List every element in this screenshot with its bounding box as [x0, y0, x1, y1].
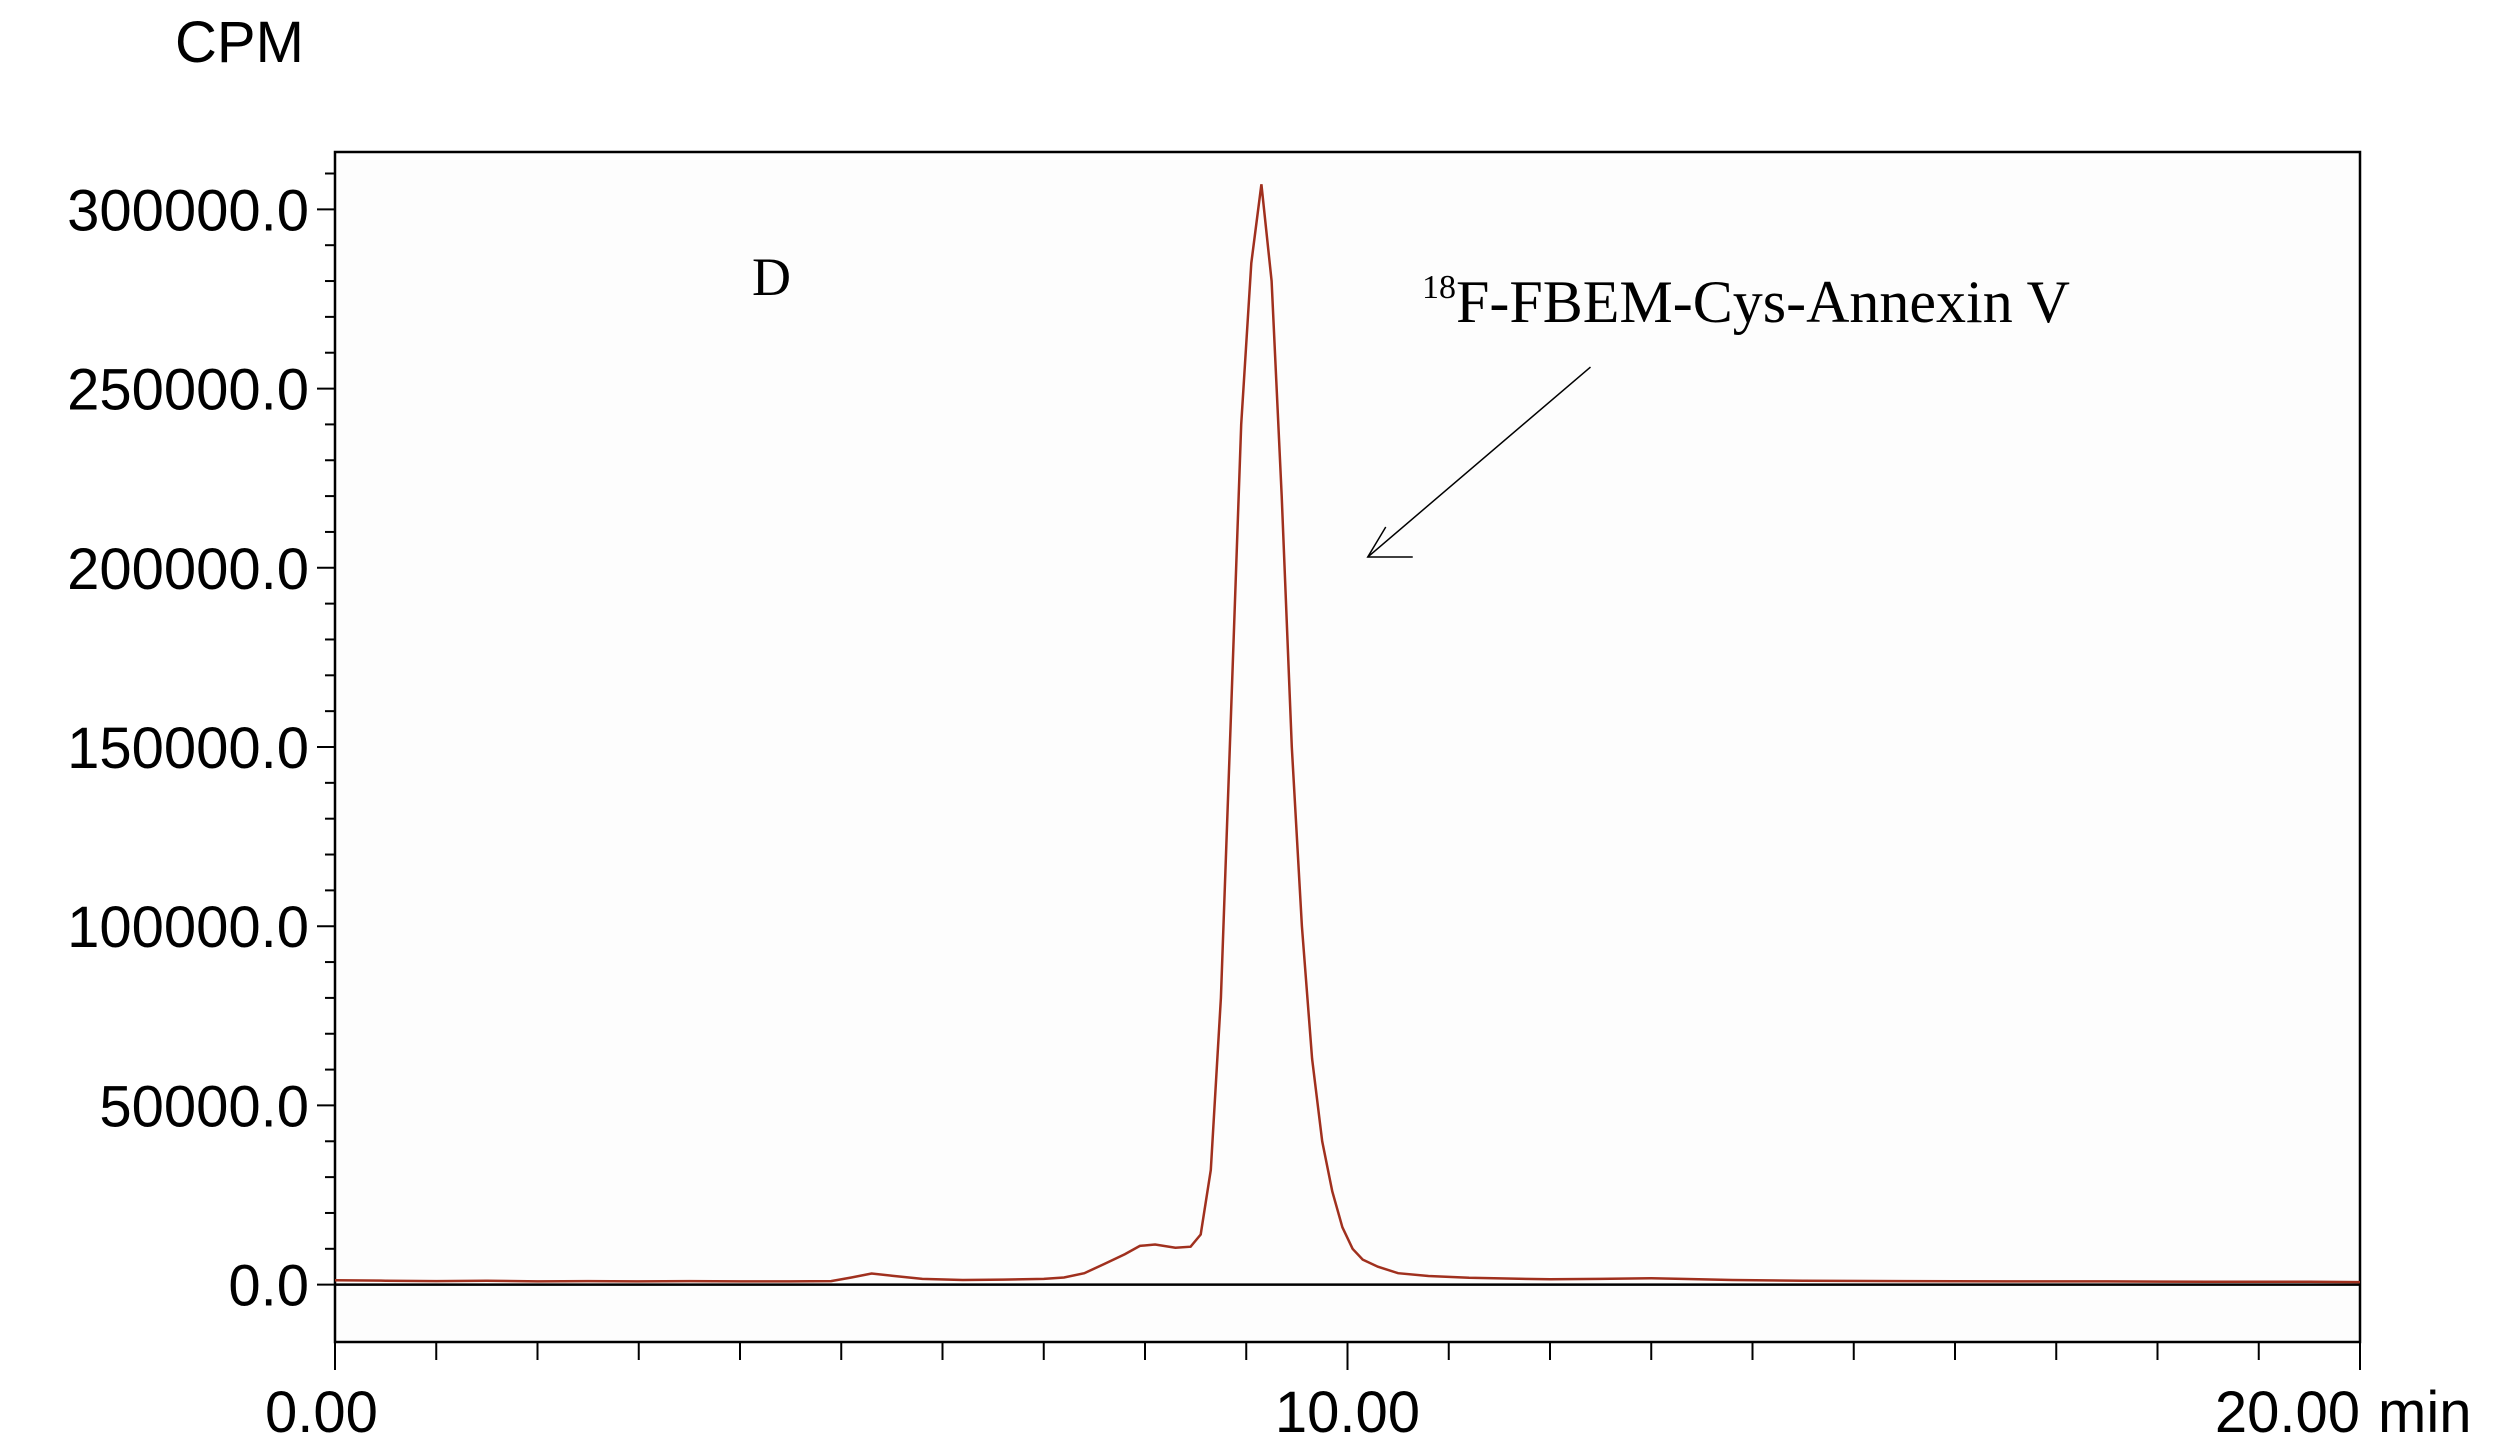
y-tick-label: 200000.0 [67, 537, 309, 602]
plot-area [333, 150, 2362, 1344]
x-tick-label: 0.00 [265, 1380, 378, 1445]
annotation-arrow [1366, 366, 1591, 558]
y-axis-ticks: 0.0 50000.0 100000.0 150000.0 200000.0 250000… [67, 172, 335, 1319]
annotation-text: F-FBEM-Cys-Annexin V [1456, 269, 2070, 335]
y-tick-label: 300000.0 [67, 178, 309, 243]
y-axis-label: CPM [175, 10, 304, 75]
y-tick-label: 150000.0 [67, 716, 309, 781]
arrow-shaft [1367, 366, 1591, 558]
y-tick-label: 50000.0 [99, 1074, 309, 1139]
peak-annotation: 18F-FBEM-Cys-Annexin V [1422, 269, 2070, 335]
x-axis-ticks: 0.00 10.00 20.00 [265, 1342, 2361, 1445]
annotation-superscript: 18 [1422, 269, 1456, 306]
arrow-head [1366, 526, 1413, 558]
x-tick-label: 20.00 [2215, 1380, 2360, 1445]
y-tick-label: 100000.0 [67, 895, 309, 960]
x-tick-label: 10.00 [1275, 1380, 1420, 1445]
y-tick-label: 250000.0 [67, 358, 309, 423]
y-tick-label: 0.0 [228, 1254, 309, 1319]
radio-trace-line [334, 184, 2361, 1284]
x-axis-unit-label: min [2378, 1380, 2471, 1445]
panel-label: D [752, 247, 791, 307]
